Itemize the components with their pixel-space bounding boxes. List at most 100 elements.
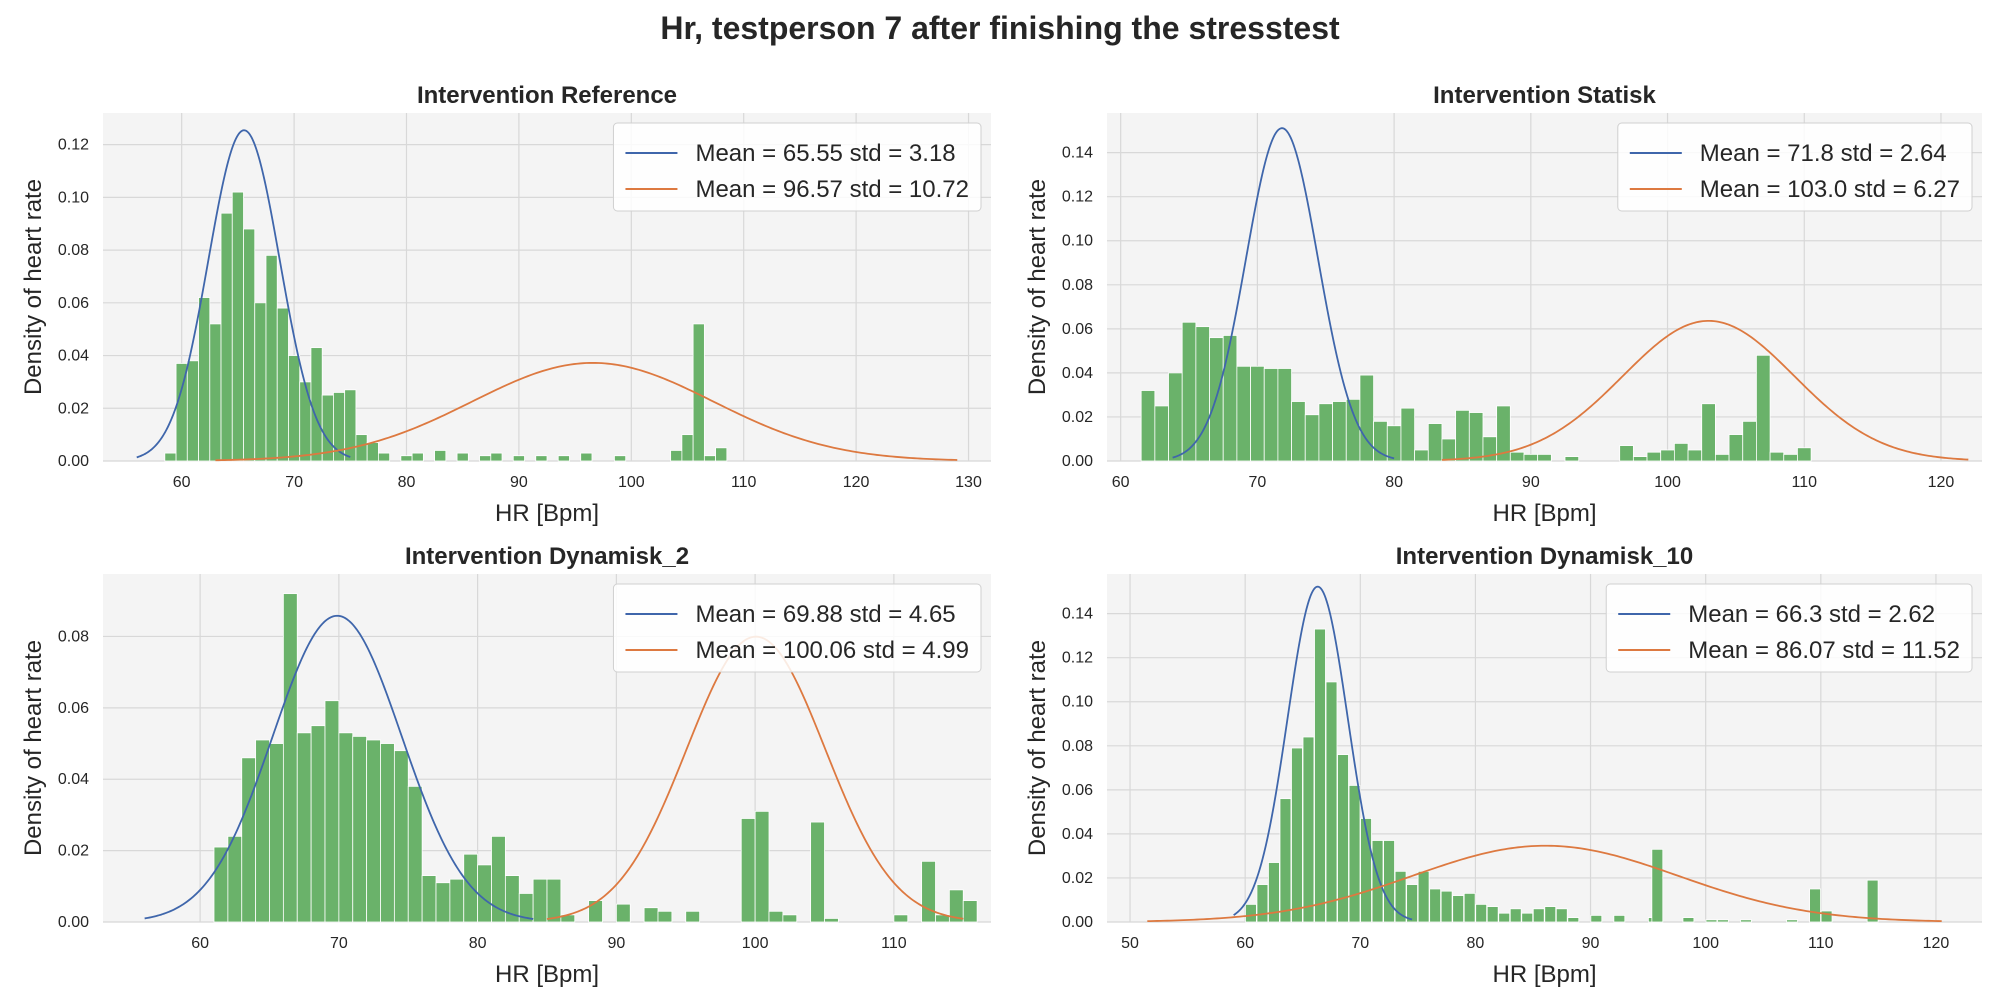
histogram-bar: [1291, 401, 1306, 462]
x-tick-label: 120: [843, 474, 870, 491]
x-tick-label: 80: [1385, 474, 1403, 491]
histogram-bar: [1268, 862, 1280, 923]
y-axis-label: Density of heart rate: [1024, 179, 1051, 395]
legend-label-2: Mean = 103.0 std = 6.27: [1700, 176, 1960, 203]
histogram-bar: [1345, 398, 1361, 462]
normal-fit-line-2: [215, 361, 958, 462]
subplot-title: Intervention Dynamisk_2: [405, 543, 689, 570]
subplot-title: Intervention Reference: [417, 82, 677, 109]
histogram-bar: [657, 910, 673, 923]
histogram-bar: [1619, 445, 1634, 462]
subplot-3: 60 70 80 90 100 110 0.00 0.02 0.04 0.06 0.08 Interv…: [20, 543, 991, 988]
y-tick-label: 0.06: [58, 295, 89, 312]
histogram-bar: [1406, 884, 1418, 923]
histogram-bar: [1769, 451, 1785, 462]
histogram-bar: [1455, 409, 1470, 462]
histogram-bar: [477, 864, 492, 923]
legend: Mean = 66.3 std = 2.62 Mean = 86.07 std =…: [1605, 583, 1973, 673]
x-tick-label: 110: [1808, 935, 1834, 952]
histogram-bar: [175, 363, 188, 462]
histogram-bar: [220, 212, 233, 462]
histogram-bar: [1660, 449, 1675, 462]
y-tick-label: 0.02: [58, 400, 89, 417]
histogram-bar: [1291, 747, 1303, 923]
histogram-bar: [1452, 895, 1465, 923]
histogram-bar: [1866, 879, 1879, 923]
histogram-bar: [1468, 412, 1484, 462]
histogram-bar: [435, 882, 451, 923]
x-tick-label: 60: [173, 474, 191, 491]
histogram-bar: [1714, 453, 1730, 462]
histogram-bar: [1673, 442, 1689, 462]
histogram-bar: [164, 452, 177, 462]
x-tick-label: 100: [1654, 474, 1681, 491]
y-tick-label: 0.00: [58, 453, 89, 470]
y-tick-label: 0.10: [58, 189, 89, 206]
histogram-bar: [1555, 908, 1568, 923]
histogram-bar: [1417, 870, 1430, 923]
y-tick-label: 0.06: [58, 700, 89, 717]
histogram-bar: [355, 434, 368, 462]
x-tick-label: 100: [618, 474, 645, 491]
y-tick-label: 0.02: [1062, 870, 1093, 887]
histogram-bar: [921, 860, 936, 923]
histogram-bar: [1168, 372, 1183, 462]
normal-fit-line-1: [136, 129, 351, 459]
legend-label-2: Mean = 96.57 std = 10.72: [695, 176, 969, 203]
histogram-bar: [1318, 403, 1333, 462]
histogram-bar: [276, 307, 289, 462]
histogram-bar: [1486, 906, 1499, 923]
histogram-bar: [421, 875, 437, 923]
histogram-bar: [557, 455, 570, 462]
histogram-bar: [310, 347, 323, 462]
histogram-bar: [681, 434, 694, 462]
normal-fit-line-1: [144, 614, 534, 920]
histogram-bar: [400, 455, 413, 462]
histogram-bar: [588, 900, 603, 923]
histogram-bar: [782, 914, 798, 923]
legend: Mean = 65.55 std = 3.18 Mean = 96.57 std …: [612, 122, 982, 212]
histogram-bar: [231, 191, 244, 462]
histogram-bar: [740, 818, 756, 923]
histogram-bar: [282, 593, 298, 923]
histogram-bar: [670, 450, 683, 462]
histogram-bar: [1521, 912, 1534, 923]
histogram-bar: [1646, 451, 1662, 462]
histogram-bar: [546, 878, 562, 923]
x-tick-label: 120: [1923, 935, 1950, 952]
legend: Mean = 69.88 std = 4.65 Mean = 100.06 std…: [612, 583, 982, 673]
histogram-bar: [685, 910, 701, 923]
histogram-bar: [1332, 401, 1347, 462]
legend-label-1: Mean = 65.55 std = 3.18: [695, 140, 955, 167]
histogram-bar: [265, 254, 278, 462]
histogram-bar: [1632, 456, 1648, 462]
x-tick-label: 70: [1351, 935, 1369, 952]
figure-title: Hr, testperson 7 after finishing the str…: [660, 10, 1340, 46]
histogram-bar: [1304, 414, 1320, 462]
histogram-bar: [580, 452, 593, 462]
x-tick-label: 110: [731, 474, 757, 491]
y-tick-label: 0.10: [1062, 694, 1093, 711]
histogram-bar: [1277, 368, 1292, 462]
histogram-bar: [344, 389, 357, 462]
histogram-bar: [1314, 628, 1326, 923]
subplot-title: Intervention Dynamisk_10: [1396, 543, 1693, 570]
histogram-bar: [1613, 914, 1626, 923]
y-tick-label: 0.02: [1062, 409, 1093, 426]
histogram-bar: [213, 846, 229, 923]
y-tick-label: 0.08: [1062, 738, 1093, 755]
histogram-bar: [1222, 335, 1238, 462]
histogram-bar: [1809, 888, 1821, 923]
histogram-bar: [1140, 390, 1156, 462]
histogram-bar: [1564, 456, 1580, 462]
histogram-bar: [1537, 453, 1552, 462]
y-tick-label: 0.14: [1062, 145, 1093, 162]
histogram-bar: [198, 297, 211, 462]
histogram-bar: [209, 323, 222, 462]
x-tick-label: 130: [955, 474, 982, 491]
y-tick-label: 0.06: [1062, 321, 1093, 338]
histogram-bar: [1590, 914, 1603, 923]
x-tick-label: 60: [191, 935, 209, 952]
legend-box: [612, 122, 982, 212]
